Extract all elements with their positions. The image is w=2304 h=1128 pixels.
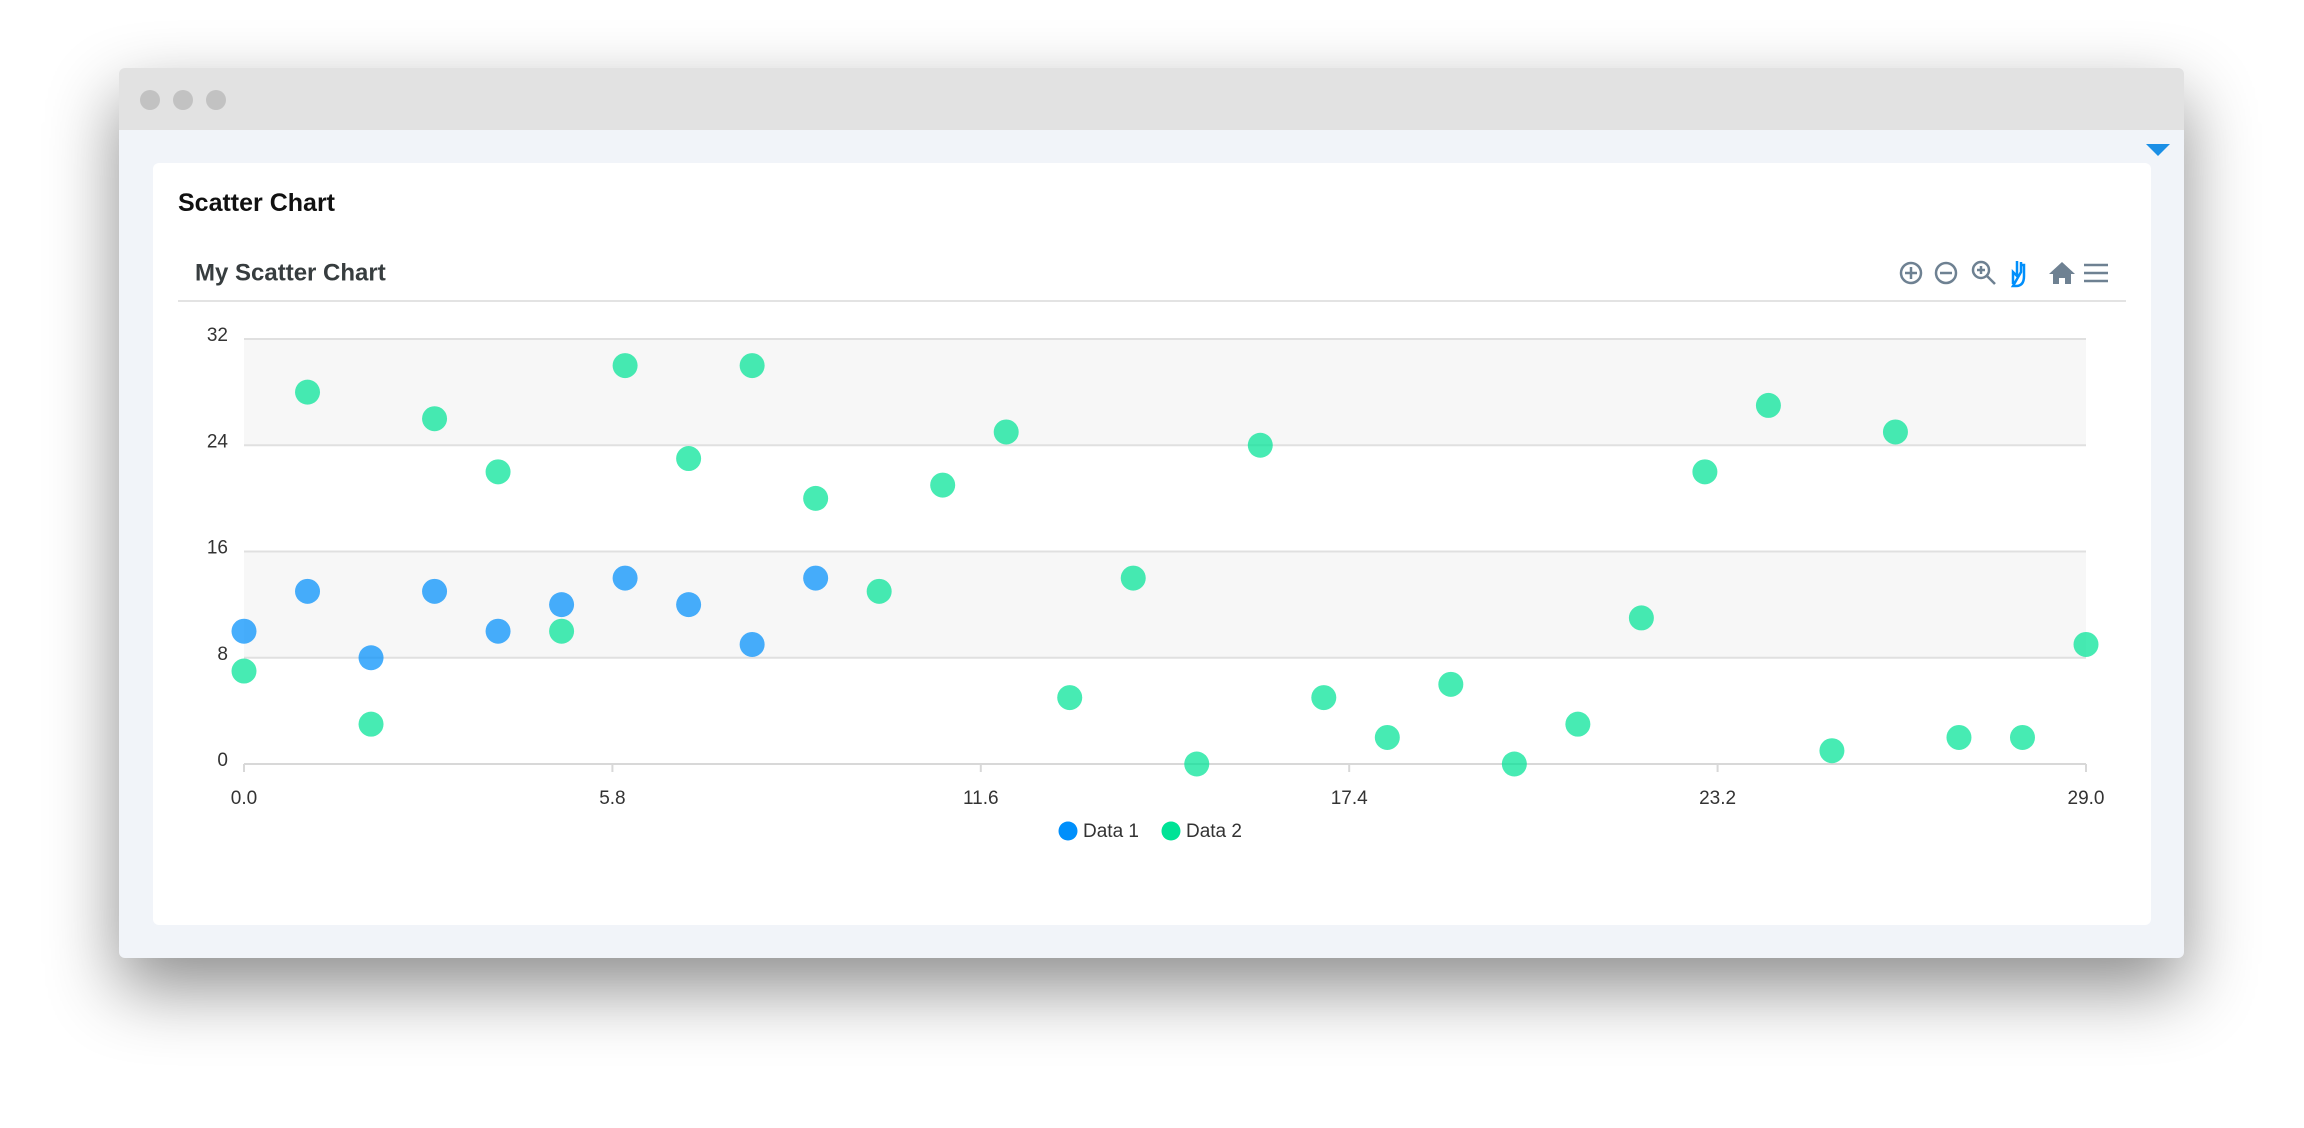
x-tick-label: 29.0	[2068, 788, 2105, 809]
x-tick-label: 23.2	[1699, 788, 1736, 809]
point	[1374, 724, 1400, 750]
point	[485, 459, 511, 485]
x-tick-label: 5.8	[599, 788, 625, 809]
point	[803, 565, 829, 591]
window-button[interactable]	[173, 90, 193, 110]
zoom-select[interactable]	[1971, 260, 1996, 285]
point	[358, 711, 384, 737]
point	[866, 578, 892, 604]
point	[1311, 685, 1337, 711]
grid-band	[244, 339, 2086, 446]
point	[2009, 724, 2035, 750]
legend-marker	[1161, 821, 1181, 841]
dropdown-toggle[interactable]	[2146, 144, 2170, 156]
menu[interactable]	[2084, 263, 2108, 283]
x-tick-label: 0.0	[231, 788, 257, 809]
pan[interactable]	[2010, 261, 2026, 288]
point	[803, 485, 829, 511]
window: Scatter Chart	[119, 68, 2184, 958]
point	[993, 419, 1019, 445]
point	[358, 645, 384, 671]
zoom-out[interactable]	[1934, 261, 1958, 285]
point	[1882, 419, 1908, 445]
x-tick-label: 17.4	[1331, 788, 1368, 809]
legend-label[interactable]: Data 2	[1186, 821, 1242, 842]
x-tick-label: 11.6	[963, 788, 999, 809]
point	[612, 353, 638, 379]
grid-band	[244, 551, 2086, 658]
point	[1946, 724, 1972, 750]
point	[676, 446, 702, 472]
point	[1628, 605, 1654, 631]
legend-label[interactable]: Data 1	[1083, 821, 1139, 842]
title-bar	[119, 68, 2184, 130]
point	[1120, 565, 1146, 591]
point	[485, 618, 511, 644]
point	[739, 353, 765, 379]
point	[1692, 459, 1718, 485]
point	[295, 578, 321, 604]
y-tick-label: 0	[217, 750, 228, 771]
point	[1819, 738, 1845, 764]
card-title: Scatter Chart	[178, 189, 335, 217]
point	[930, 472, 956, 498]
chart-title: My Scatter Chart	[195, 259, 386, 286]
y-tick-label: 8	[217, 644, 228, 665]
point	[231, 658, 257, 684]
zoom-in[interactable]	[1899, 261, 1923, 285]
point	[2073, 631, 2099, 657]
reset[interactable]	[2049, 262, 2075, 284]
window-button[interactable]	[206, 90, 226, 110]
point	[1184, 751, 1210, 777]
point	[1755, 392, 1781, 418]
legend-marker	[1058, 821, 1078, 841]
point	[549, 618, 575, 644]
point	[1565, 711, 1591, 737]
toolbar	[1899, 260, 2108, 288]
point	[295, 379, 321, 405]
point	[612, 565, 638, 591]
window-button[interactable]	[140, 90, 160, 110]
point	[1057, 685, 1083, 711]
divider	[178, 300, 2126, 302]
point	[676, 592, 702, 618]
y-tick-label: 32	[207, 325, 228, 346]
card: Scatter Chart	[153, 163, 2151, 925]
point	[1438, 671, 1464, 697]
point	[1247, 432, 1273, 458]
point	[549, 592, 575, 618]
y-tick-label: 24	[207, 431, 229, 452]
point	[231, 618, 257, 644]
point	[422, 406, 448, 432]
y-tick-label: 16	[207, 538, 228, 559]
point	[1501, 751, 1527, 777]
point	[739, 631, 765, 657]
point	[422, 578, 448, 604]
